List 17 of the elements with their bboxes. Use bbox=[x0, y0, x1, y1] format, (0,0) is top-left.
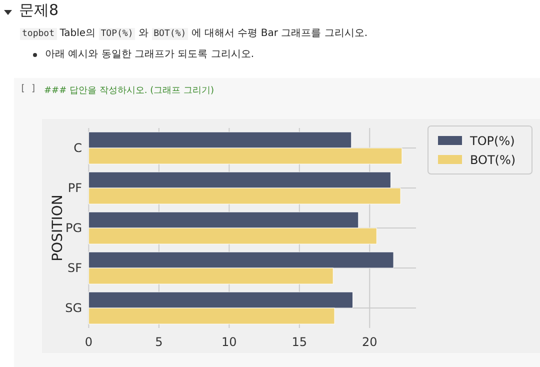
text: [ ] bbox=[20, 84, 36, 94]
y-tick-label: SG bbox=[65, 301, 82, 315]
x-tick-label: 10 bbox=[222, 335, 237, 349]
x-tick-label: 0 bbox=[84, 335, 93, 349]
text: 아래 예시와 동일한 그래프가 되도록 그리시오. bbox=[45, 48, 254, 61]
text: ### 답안을 작성하시오. (그래프 그리기) bbox=[44, 85, 214, 97]
y-tick-label: SF bbox=[67, 261, 82, 275]
y-tick-label: PF bbox=[68, 181, 82, 195]
x-tick-label: 20 bbox=[362, 335, 378, 349]
y-axis-title: POSITION bbox=[50, 194, 66, 262]
y-tick-label: C bbox=[74, 141, 82, 155]
legend-label: TOP(%) bbox=[469, 134, 515, 148]
text: topbot Table의 TOP(%) 와 BOT(%) 에 대해서 수평 Bar 그래프를 그리시오. bbox=[22, 28, 368, 39]
y-tick-label: PG bbox=[65, 221, 82, 235]
chart-title: 문제8 bbox=[19, 1, 59, 20]
x-tick-label: 15 bbox=[292, 335, 308, 349]
x-tick-label: 5 bbox=[155, 335, 163, 349]
